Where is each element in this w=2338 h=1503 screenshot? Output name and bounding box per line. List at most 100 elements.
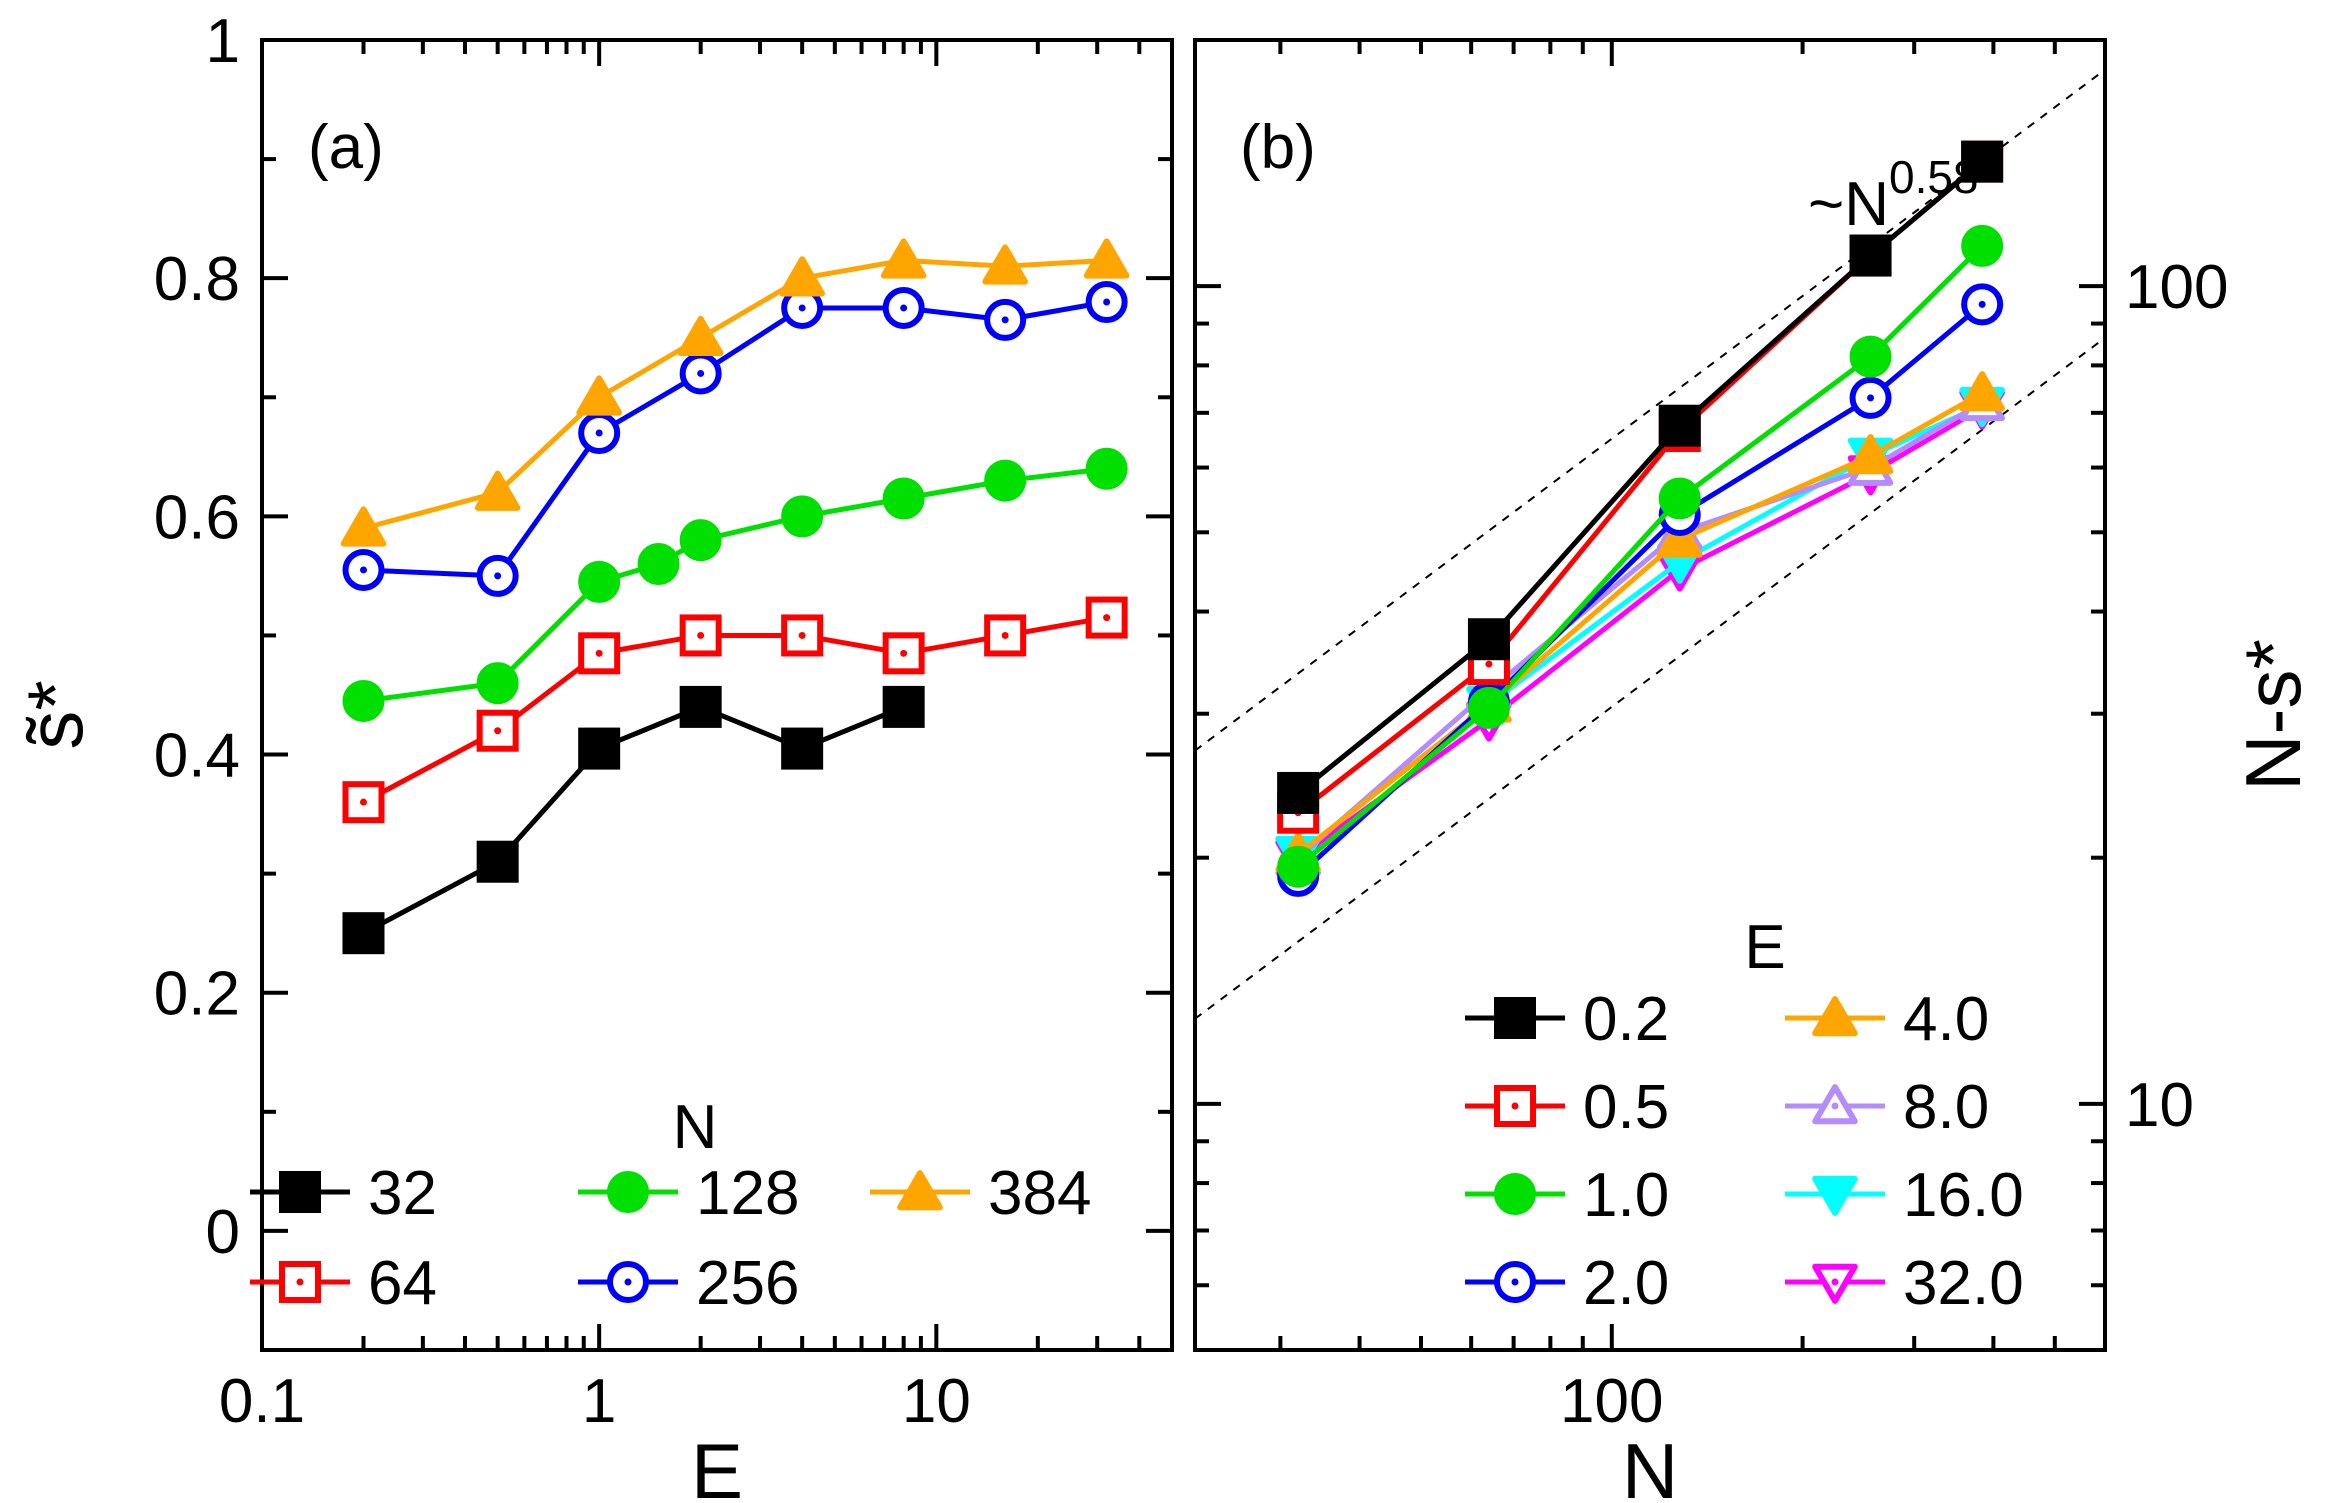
legend-entry-128: 128 [578,1159,799,1228]
legend-entry-384: 384 [870,1159,1091,1228]
panel-a-y-tick-label-5: 1 [206,7,240,76]
data-point-128-0 [342,679,385,722]
data-point-32-2 [578,727,621,770]
data-point-64-4-dot [798,631,806,639]
data-point-256-4-dot [798,304,806,312]
legend-label-0.5: 0.5 [1583,1073,1669,1142]
legend-entry-32: 32 [250,1159,437,1228]
legend-marker-64-dot [296,1278,304,1286]
legend-label-256: 256 [696,1249,799,1318]
series-line-128 [363,466,1107,704]
data-point-4.0-2 [1656,517,1703,558]
panel-b-x-axis-title: N [1622,1427,1678,1503]
series-0.5 [1277,140,2004,834]
legend-label-32: 32 [368,1159,437,1228]
data-point-256-6-dot [1001,316,1009,324]
legend-marker-32.0-dot [1831,1278,1839,1286]
data-point-64-2-dot [595,649,603,657]
power-law-exponent: 0.58 [1889,151,1979,203]
panel-a-x-axis-title: E [691,1427,743,1503]
panel-a-label: (a) [308,113,384,182]
data-point-32-4 [781,727,824,770]
panel-a-y-tick-label-0: 0 [206,1198,240,1267]
legend-label-2.0: 2.0 [1583,1249,1669,1318]
data-point-256-2-dot [595,429,603,437]
data-point-2.0-4-dot [1978,300,1986,308]
legend-marker-16.0 [1812,1175,1858,1216]
panel-a-ticks: 0.1 1 10 0 0.2 0.4 0.6 0.8 1 [154,7,1172,1436]
data-point-1.0-4 [1961,224,2004,267]
legend-entry-0.5: 0.5 [1465,1073,1669,1142]
panel-b-legend: E 0.2 0.5 1.0 2.0 4.0 8.0 16.0 32.0 [1465,913,2024,1318]
data-point-1.0-3 [1849,335,1892,378]
data-point-0.2-4 [1961,140,2004,183]
series-line-256 [363,299,1108,579]
data-point-32-1 [476,840,519,883]
panel-a-legend-title: N [673,1093,718,1162]
legend-label-64: 64 [368,1249,437,1318]
series-32.0 [1275,389,2005,880]
data-point-64-0-dot [359,798,367,806]
legend-marker-384 [897,1170,943,1211]
series-32 [342,685,925,955]
legend-marker-2.0-dot [1511,1278,1519,1286]
data-point-0.2-1 [1467,618,1510,661]
data-point-128-5 [781,495,824,538]
panel-a-y-tick-label-2: 0.4 [154,722,240,791]
legend-label-384: 384 [988,1159,1091,1228]
data-point-1.0-2 [1658,477,1701,520]
data-point-0.2-2 [1658,404,1701,447]
panel-a-x-tick-label-0: 0.1 [219,1367,305,1436]
legend-label-128: 128 [696,1159,799,1228]
data-point-0.2-0 [1277,771,1320,814]
series-1.0 [1277,224,2004,888]
panel-a: 0.1 1 10 0 0.2 0.4 0.6 0.8 1 (a) E s̃* N 32 64 128… [11,7,1174,1503]
legend-entry-16.0: 16.0 [1785,1161,2024,1230]
data-point-256-1-dot [494,572,502,580]
data-point-0.2-3 [1849,234,1892,277]
panel-a-frame [260,38,1174,1352]
panel-a-legend: N 32 64 128 256 384 [250,1093,1091,1318]
data-point-384-3 [677,315,724,357]
scaling-guide-line-lower [1194,337,2106,1020]
data-point-32-0 [342,912,385,955]
panel-b-label: (b) [1240,113,1316,182]
series-384 [340,238,1130,547]
legend-label-32.0: 32.0 [1903,1249,2024,1318]
panel-b: 100 10 100 (b) ~N0.58 N N-s* E 0.2 0.5 1.0 2.… [1193,38,2317,1503]
panel-a-y-axis-title: s̃* [11,680,99,749]
data-point-128-4 [679,519,722,562]
panel-a-y-tick-label-4: 0.8 [154,245,240,314]
legend-entry-2.0: 2.0 [1465,1249,1669,1318]
data-point-64-5-dot [900,649,908,657]
legend-entry-256: 256 [578,1249,799,1318]
data-point-384-7 [1083,238,1130,279]
data-point-128-6 [882,477,925,520]
legend-entry-64: 64 [250,1249,437,1318]
panel-b-y-axis-title: N-s* [2229,639,2317,791]
data-point-128-8 [1085,447,1128,490]
data-point-64-6-dot [1001,631,1009,639]
legend-marker-8.0-dot [1831,1102,1839,1110]
legend-entry-1.0: 1.0 [1465,1161,1669,1230]
data-point-384-4 [779,256,825,297]
data-point-4.0-4 [1959,371,2005,412]
panel-a-series [340,238,1130,955]
legend-marker-4.0 [1812,996,1858,1037]
data-point-1.0-1 [1467,686,1510,729]
data-point-256-7-dot [1103,298,1111,306]
data-point-384-6 [982,244,1028,285]
panel-b-ticks: 100 10 100 [1195,40,2228,1436]
legend-entry-32.0: 32.0 [1785,1249,2024,1318]
data-point-128-7 [984,459,1027,502]
data-point-256-5-dot [900,304,908,312]
power-law-annotation: ~N0.58 [1808,151,1979,239]
panel-b-y-tick-label-1: 100 [2125,253,2228,322]
data-point-64-3-dot [697,631,705,639]
legend-marker-32 [279,1171,321,1213]
data-point-0.5-1-dot [1485,660,1493,668]
legend-label-0.2: 0.2 [1583,985,1669,1054]
data-point-256-3-dot [697,369,705,377]
data-point-2.0-3-dot [1867,394,1875,402]
